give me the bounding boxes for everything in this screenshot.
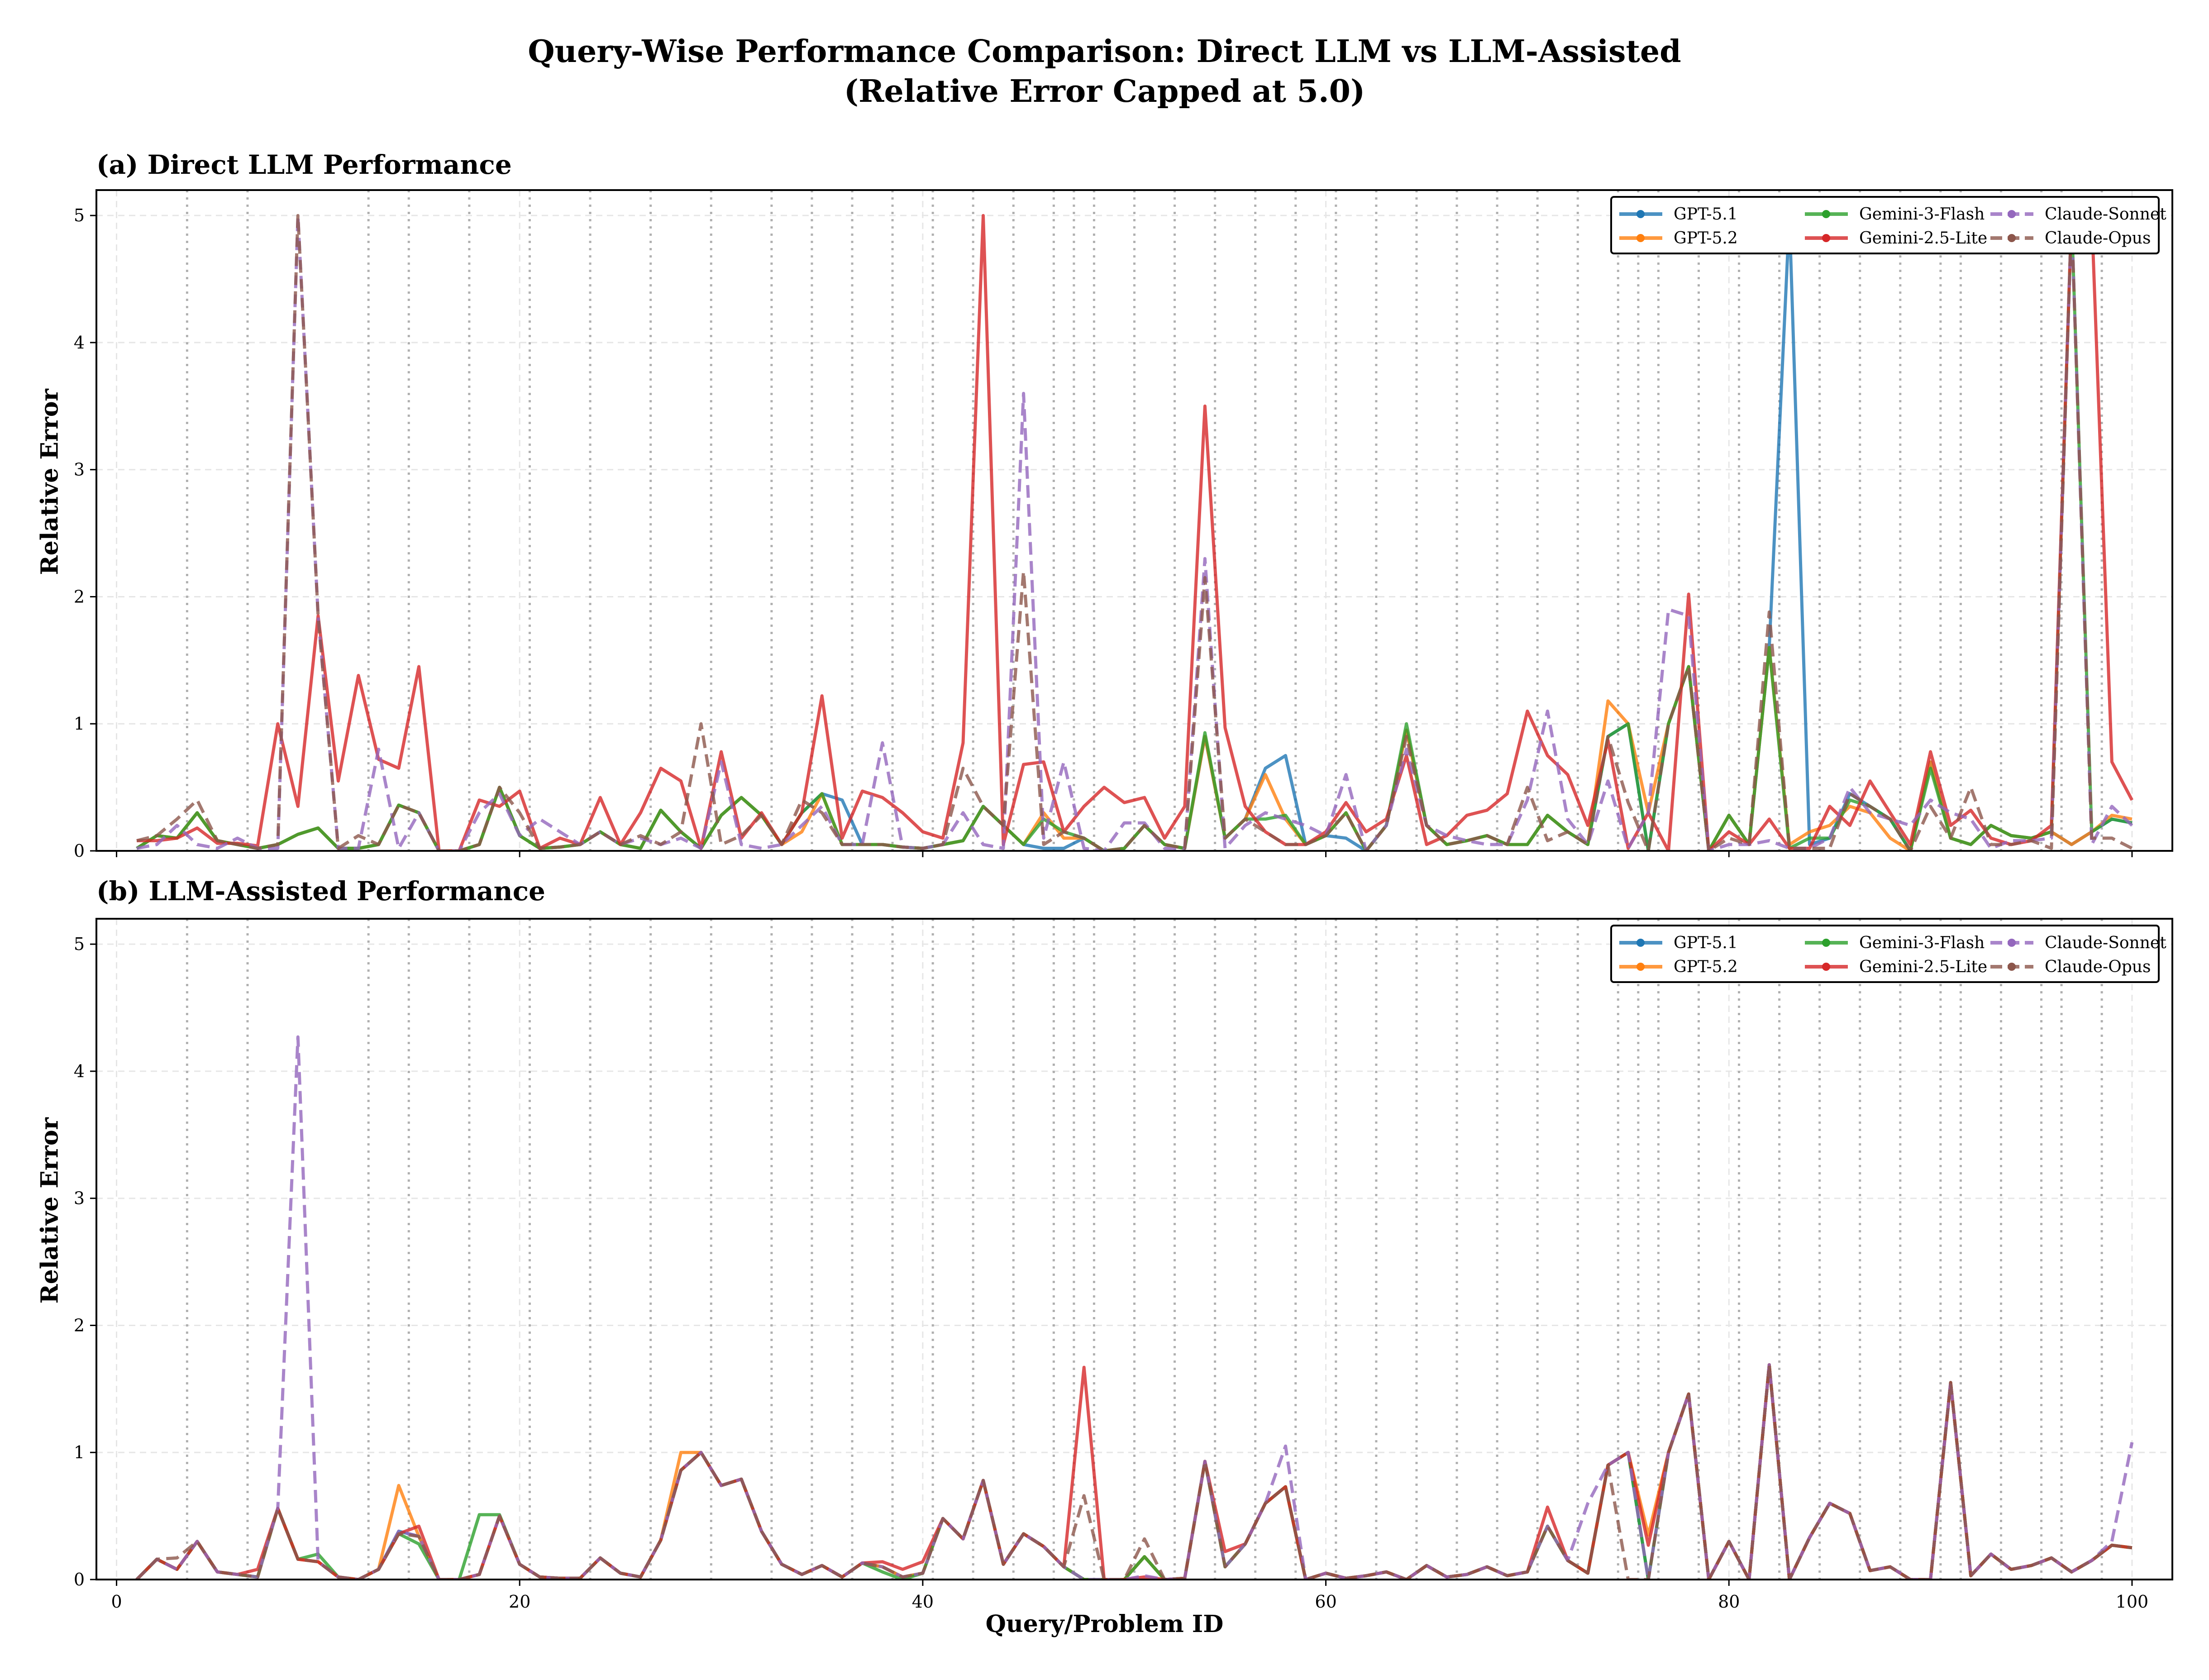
y-tick-label: 0 [74, 1570, 85, 1589]
legend-marker-icon [2008, 939, 2016, 947]
panel-b-title: (b) LLM-Assisted Performance [96, 876, 545, 907]
y-tick-label: 0 [74, 841, 85, 861]
legend-entry: Gemini-3-Flash [1859, 205, 1985, 224]
legend-entry: GPT-5.1 [1674, 934, 1738, 952]
axes-frame [95, 189, 2173, 852]
y-tick-label: 2 [74, 587, 85, 606]
x-tick-label: 100 [2116, 1592, 2149, 1612]
legend-entry: Gemini-2.5-Lite [1859, 958, 1987, 976]
legend: GPT-5.1 GPT-5.2 Gemini-3-Flash Gemini-2.5-L… [1610, 925, 2166, 983]
legend: GPT-5.1 GPT-5.2 Gemini-3-Flash Gemini-2.5-L… [1610, 196, 2166, 254]
x-tick-label: 60 [1315, 1592, 1336, 1612]
y-tick-label: 2 [74, 1315, 85, 1335]
legend-marker-icon [1636, 210, 1645, 218]
legend-entry: Gemini-3-Flash [1859, 934, 1985, 952]
x-axis-label: Query/Problem ID [985, 1610, 1224, 1638]
y-tick-label: 5 [74, 934, 85, 954]
x-tick-label: 20 [509, 1592, 530, 1612]
series-line-claude-opus [136, 214, 2133, 851]
y-tick-label: 3 [74, 1188, 85, 1208]
y-tick-label: 4 [74, 1061, 85, 1081]
legend-marker-icon [1636, 963, 1645, 971]
legend-marker-icon [2008, 210, 2016, 218]
legend-marker-icon [2008, 963, 2016, 971]
legend-entry: GPT-5.1 [1674, 205, 1738, 224]
legend-entry: Claude-Sonnet [2045, 934, 2166, 952]
legend-marker-icon [1822, 234, 1830, 242]
legend-entry: Claude-Sonnet [2045, 205, 2166, 224]
legend-entry: GPT-5.2 [1674, 958, 1738, 976]
legend-marker-icon [2008, 234, 2016, 242]
legend-marker-icon [1822, 963, 1830, 971]
legend-entry: Claude-Opus [2045, 958, 2151, 976]
legend-marker-icon [1636, 939, 1645, 947]
legend-marker-icon [1822, 210, 1830, 218]
figure-title-line1: Query-Wise Performance Comparison: Direc… [528, 33, 1681, 70]
x-tick-label: 0 [111, 1592, 122, 1612]
y-tick-label: 4 [74, 333, 85, 353]
legend-entry: GPT-5.2 [1674, 229, 1738, 248]
y-tick-label: 1 [74, 1442, 85, 1462]
panel-a: 0 1 2 3 4 5 GPT-5.1 GPT-5.2 Gemini-3-Flash Gemini… [74, 189, 2173, 861]
series-line-gemini-3-flash [136, 214, 2133, 851]
legend-marker-icon [1822, 939, 1830, 947]
y-tick-label: 1 [74, 714, 85, 734]
axes-frame [95, 918, 2173, 1580]
panel-b: 0 1 2 3 4 5 0 20 40 60 80 100 GPT-5.1 GPT-5.2 Gemini-3… [74, 918, 2173, 1612]
legend-marker-icon [1636, 234, 1645, 242]
y-tick-label: 3 [74, 460, 85, 480]
x-tick-label: 40 [912, 1592, 934, 1612]
figure-title: Query-Wise Performance Comparison: Direc… [0, 32, 2209, 111]
x-tick-label: 80 [1718, 1592, 1740, 1612]
legend-entry: Gemini-2.5-Lite [1859, 229, 1987, 248]
y-tick-label: 5 [74, 205, 85, 225]
panel-a-title: (a) Direct LLM Performance [96, 149, 512, 180]
figure-title-line2: (Relative Error Capped at 5.0) [844, 73, 1365, 110]
legend-entry: Claude-Opus [2045, 229, 2151, 248]
series-line-claude-opus [135, 1363, 2133, 1580]
